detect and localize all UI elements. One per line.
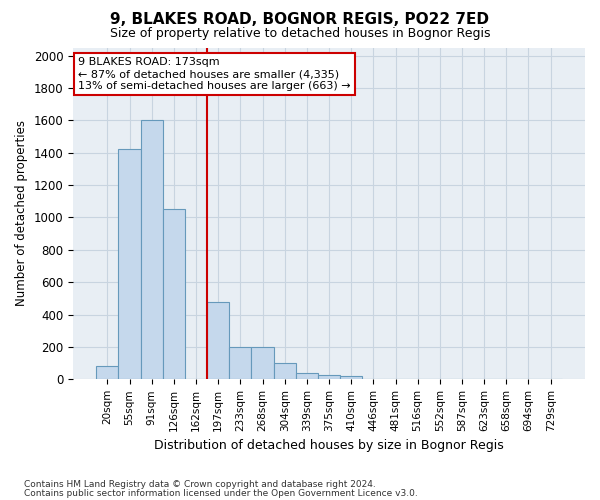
Bar [229, 347, 251, 380]
Text: Contains public sector information licensed under the Open Government Licence v3: Contains public sector information licen… [24, 489, 418, 498]
Bar [118, 150, 140, 380]
Bar [207, 302, 229, 380]
Bar [318, 376, 340, 380]
Text: 9, BLAKES ROAD, BOGNOR REGIS, PO22 7ED: 9, BLAKES ROAD, BOGNOR REGIS, PO22 7ED [110, 12, 490, 28]
Bar [274, 363, 296, 380]
Bar [251, 347, 274, 380]
Text: Contains HM Land Registry data © Crown copyright and database right 2024.: Contains HM Land Registry data © Crown c… [24, 480, 376, 489]
Y-axis label: Number of detached properties: Number of detached properties [15, 120, 28, 306]
Bar [96, 366, 118, 380]
Bar [140, 120, 163, 380]
Text: Size of property relative to detached houses in Bognor Regis: Size of property relative to detached ho… [110, 28, 490, 40]
Bar [296, 373, 318, 380]
Text: 9 BLAKES ROAD: 173sqm
← 87% of detached houses are smaller (4,335)
13% of semi-d: 9 BLAKES ROAD: 173sqm ← 87% of detached … [78, 58, 351, 90]
Bar [163, 210, 185, 380]
Bar [340, 376, 362, 380]
X-axis label: Distribution of detached houses by size in Bognor Regis: Distribution of detached houses by size … [154, 440, 504, 452]
